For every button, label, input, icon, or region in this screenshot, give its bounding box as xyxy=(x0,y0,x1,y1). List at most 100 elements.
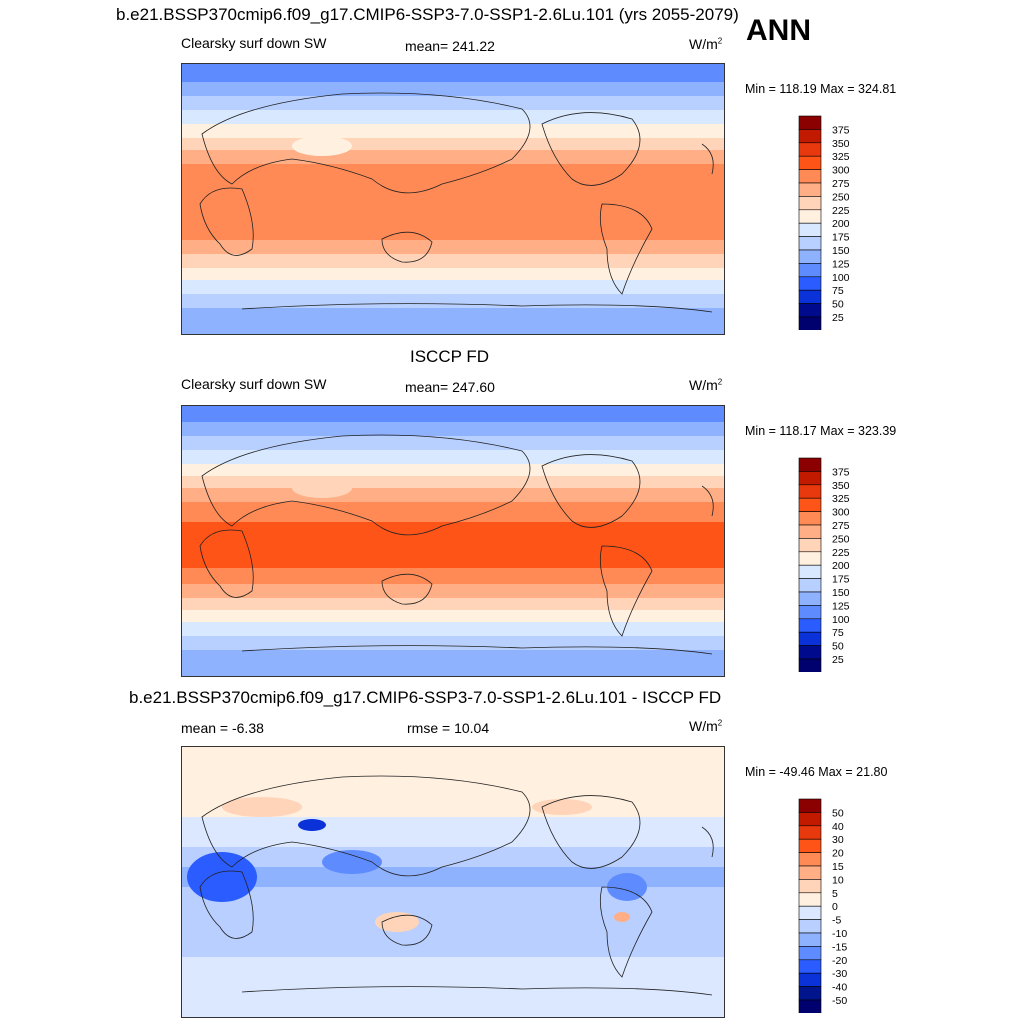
panel-1-variable: Clearsky surf down SW xyxy=(181,35,327,51)
colorbar-swatch xyxy=(798,182,822,197)
colorbar-label: -30 xyxy=(832,968,847,980)
panel-2-units: W/m2 xyxy=(689,377,723,393)
colorbar-swatch xyxy=(798,209,822,224)
colorbar-label: 125 xyxy=(832,600,850,612)
panel-3-units: W/m2 xyxy=(689,718,723,734)
colorbar-swatch xyxy=(798,986,822,1001)
colorbar-label: 175 xyxy=(832,232,850,244)
colorbar-swatch xyxy=(798,115,822,130)
colorbar-swatch xyxy=(798,471,822,486)
colorbar-swatch xyxy=(798,142,822,157)
colorbar-swatch xyxy=(798,865,822,880)
colorbar-swatch xyxy=(798,946,822,961)
colorbar-label: 175 xyxy=(832,574,850,586)
colorbar-label: 375 xyxy=(832,466,850,478)
panel-1-map xyxy=(181,63,725,335)
panel-1-mean: mean= 241.22 xyxy=(405,38,495,54)
colorbar-label: 200 xyxy=(832,218,850,230)
colorbar-swatch xyxy=(798,263,822,278)
panel-3-map xyxy=(181,746,725,1018)
colorbar-swatch xyxy=(798,524,822,539)
colorbar-label: 275 xyxy=(832,520,850,532)
colorbar-swatch xyxy=(798,618,822,633)
colorbar-label: 40 xyxy=(832,821,844,833)
colorbar-label: 75 xyxy=(832,285,844,297)
colorbar-swatch xyxy=(798,196,822,211)
colorbar-label: -40 xyxy=(832,982,847,994)
panel-2-map xyxy=(181,405,725,677)
colorbar-label: -50 xyxy=(832,995,847,1007)
panel-2-variable: Clearsky surf down SW xyxy=(181,376,327,392)
colorbar-swatch xyxy=(798,658,822,672)
colorbar-swatch xyxy=(798,932,822,947)
colorbar-label: 250 xyxy=(832,191,850,203)
colorbar-swatch xyxy=(798,645,822,660)
colorbar-label: 50 xyxy=(832,641,844,653)
colorbar-label: 25 xyxy=(832,654,844,666)
colorbar-label: -20 xyxy=(832,955,847,967)
colorbar-swatch xyxy=(798,276,822,291)
colorbar-swatch xyxy=(798,564,822,579)
panel-3-title: b.e21.BSSP370cmip6.f09_g17.CMIP6-SSP3-7.… xyxy=(129,688,722,707)
colorbar-label: 150 xyxy=(832,245,850,257)
colorbar-label: 125 xyxy=(832,258,850,270)
panel-1-title: b.e21.BSSP370cmip6.f09_g17.CMIP6-SSP3-7.… xyxy=(116,5,739,24)
colorbar-swatch xyxy=(798,316,822,330)
colorbar-swatch xyxy=(798,825,822,840)
colorbar-swatch xyxy=(798,169,822,184)
colorbar-label: -15 xyxy=(832,941,847,953)
colorbar-swatch xyxy=(798,905,822,920)
panel-1-units: W/m2 xyxy=(689,36,723,52)
colorbar-swatch xyxy=(798,838,822,853)
season-label: ANN xyxy=(746,14,811,47)
panel-3-mean: mean = -6.38 xyxy=(181,720,264,736)
colorbar-label: 25 xyxy=(832,312,844,324)
colorbar-label: 0 xyxy=(832,901,838,913)
colorbar-swatch xyxy=(798,289,822,304)
colorbar-swatch xyxy=(798,798,822,813)
colorbar-swatch xyxy=(798,236,822,251)
colorbar-swatch xyxy=(798,129,822,144)
colorbar-swatch xyxy=(798,303,822,318)
colorbar-label: 50 xyxy=(832,807,844,819)
colorbar-swatch xyxy=(798,538,822,553)
colorbar-label: 375 xyxy=(832,124,850,136)
colorbar-label: 350 xyxy=(832,138,850,150)
colorbar-swatch xyxy=(798,972,822,987)
colorbar-swatch xyxy=(798,222,822,237)
colorbar-swatch xyxy=(798,879,822,894)
colorbar-label: 250 xyxy=(832,533,850,545)
colorbar-swatch xyxy=(798,155,822,170)
colorbar-swatch xyxy=(798,892,822,907)
colorbar-swatch xyxy=(798,497,822,512)
colorbar-swatch xyxy=(798,591,822,606)
colorbar-label: 20 xyxy=(832,848,844,860)
colorbar-swatch xyxy=(798,484,822,499)
colorbar-swatch xyxy=(798,999,822,1013)
colorbar-label: 300 xyxy=(832,507,850,519)
panel-1-minmax: Min = 118.19 Max = 324.81 xyxy=(745,82,897,96)
colorbar-swatch xyxy=(798,249,822,264)
colorbar-swatch xyxy=(798,578,822,593)
colorbar-label: -10 xyxy=(832,928,847,940)
colorbar-swatch xyxy=(798,605,822,620)
colorbar-label: 325 xyxy=(832,151,850,163)
colorbar-swatch xyxy=(798,959,822,974)
panel-2-title: ISCCP FD xyxy=(410,347,490,366)
panel-3-minmax: Min = -49.46 Max = 21.80 xyxy=(745,765,888,779)
colorbar-label: 5 xyxy=(832,888,838,900)
colorbar-label: 30 xyxy=(832,834,844,846)
colorbar-label: 300 xyxy=(832,165,850,177)
colorbar-swatch xyxy=(798,919,822,934)
colorbar-label: 100 xyxy=(832,614,850,626)
colorbar-label: 275 xyxy=(832,178,850,190)
colorbar-label: 200 xyxy=(832,560,850,572)
colorbar-swatch xyxy=(798,852,822,867)
colorbar-label: -5 xyxy=(832,915,841,927)
colorbar-label: 50 xyxy=(832,299,844,311)
colorbar-label: 350 xyxy=(832,480,850,492)
colorbar-label: 10 xyxy=(832,874,844,886)
